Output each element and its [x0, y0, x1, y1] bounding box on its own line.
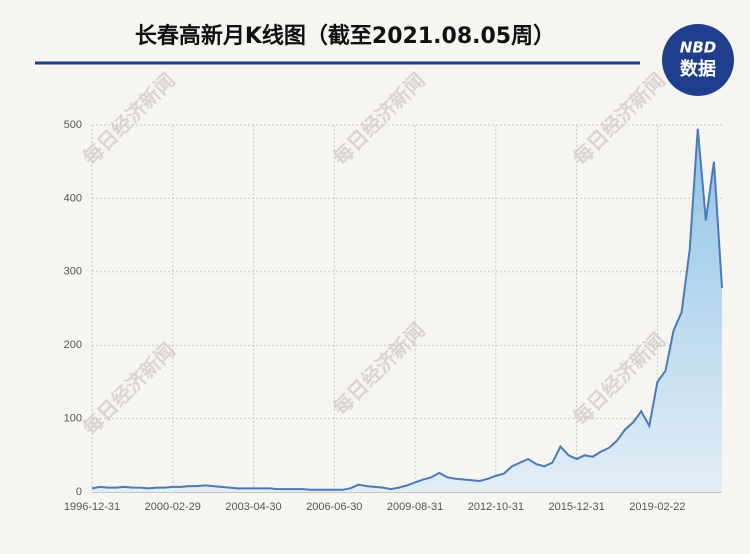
y-tick-label: 400	[64, 192, 82, 204]
logo	[662, 24, 734, 96]
chart-title: 长春高新月K线图（截至2021.08.05周）	[135, 23, 555, 49]
plot: 0 100 200 300 400 500 1996-12-31 2000-02-29 2003…	[64, 119, 723, 513]
x-tick-label: 2012-10-31	[468, 501, 524, 513]
x-tick-label: 2015-12-31	[548, 501, 604, 513]
logo-top: NBD	[680, 39, 716, 57]
y-tick-label: 300	[64, 266, 82, 278]
y-tick-label: 100	[64, 413, 82, 425]
x-tick-label: 2000-02-29	[145, 501, 201, 513]
y-tick-label: 0	[76, 486, 82, 498]
x-tick-label: 2003-04-30	[225, 501, 281, 513]
x-tick-label: 2019-02-22	[629, 501, 685, 513]
area	[92, 128, 722, 493]
y-tick-label: 500	[64, 119, 82, 131]
logo-bottom: 数据	[680, 58, 716, 80]
x-tick-label: 2006-06-30	[306, 501, 362, 513]
line	[91, 128, 723, 491]
x-tick-label: 2009-08-31	[387, 501, 443, 513]
y-tick-label: 200	[64, 339, 82, 351]
x-tick-label: 1996-12-31	[64, 501, 120, 513]
